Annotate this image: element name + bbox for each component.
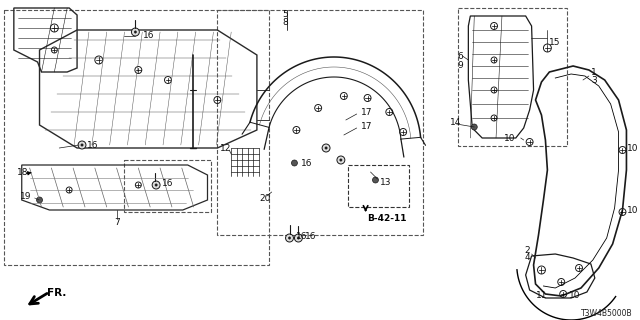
Text: 6: 6 [458, 52, 463, 60]
Text: 16: 16 [87, 140, 99, 149]
Bar [218, 10, 423, 235]
Text: 13: 13 [380, 178, 392, 187]
Bar [4, 10, 269, 265]
Text: 15: 15 [549, 37, 561, 46]
Text: 9: 9 [458, 60, 463, 69]
Text: 3: 3 [591, 76, 596, 84]
Text: 19: 19 [20, 191, 31, 201]
Text: 17: 17 [361, 108, 372, 116]
Text: 5: 5 [283, 10, 289, 19]
Bar [125, 160, 211, 212]
Circle shape [131, 28, 140, 36]
Text: 1: 1 [591, 68, 596, 76]
Text: 16: 16 [296, 231, 308, 241]
Circle shape [372, 177, 378, 183]
Circle shape [294, 234, 302, 242]
Circle shape [291, 160, 298, 166]
Circle shape [337, 156, 345, 164]
Circle shape [297, 237, 300, 239]
Circle shape [471, 124, 477, 130]
Bar [458, 8, 567, 146]
Circle shape [81, 144, 83, 146]
Circle shape [152, 181, 160, 189]
Text: 17: 17 [361, 122, 372, 131]
Text: 2: 2 [525, 245, 531, 254]
Text: FR.: FR. [47, 288, 67, 298]
Text: 12: 12 [220, 143, 232, 153]
Text: 16: 16 [143, 30, 155, 39]
Text: 14: 14 [449, 117, 461, 126]
Text: 7: 7 [114, 218, 120, 227]
Text: 16: 16 [162, 179, 173, 188]
Circle shape [78, 141, 86, 149]
Text: 20: 20 [259, 194, 270, 203]
Text: 10: 10 [627, 205, 639, 214]
Text: 10: 10 [504, 133, 516, 142]
Text: B-42-11: B-42-11 [367, 213, 407, 222]
Circle shape [289, 237, 291, 239]
Circle shape [322, 144, 330, 152]
Text: 8: 8 [283, 18, 289, 27]
Circle shape [325, 147, 327, 149]
Text: 18: 18 [17, 167, 28, 177]
Text: 10: 10 [569, 292, 580, 300]
Text: 16: 16 [301, 158, 313, 167]
Text: 4: 4 [525, 253, 531, 262]
Circle shape [36, 197, 42, 203]
Text: 10: 10 [627, 143, 639, 153]
Text: 16: 16 [305, 231, 317, 241]
Circle shape [155, 184, 157, 186]
Circle shape [340, 159, 342, 161]
Text: 11: 11 [536, 291, 547, 300]
Bar [348, 165, 409, 207]
Text: T3W4B5000B: T3W4B5000B [581, 308, 632, 317]
Circle shape [285, 234, 294, 242]
Circle shape [134, 31, 136, 33]
